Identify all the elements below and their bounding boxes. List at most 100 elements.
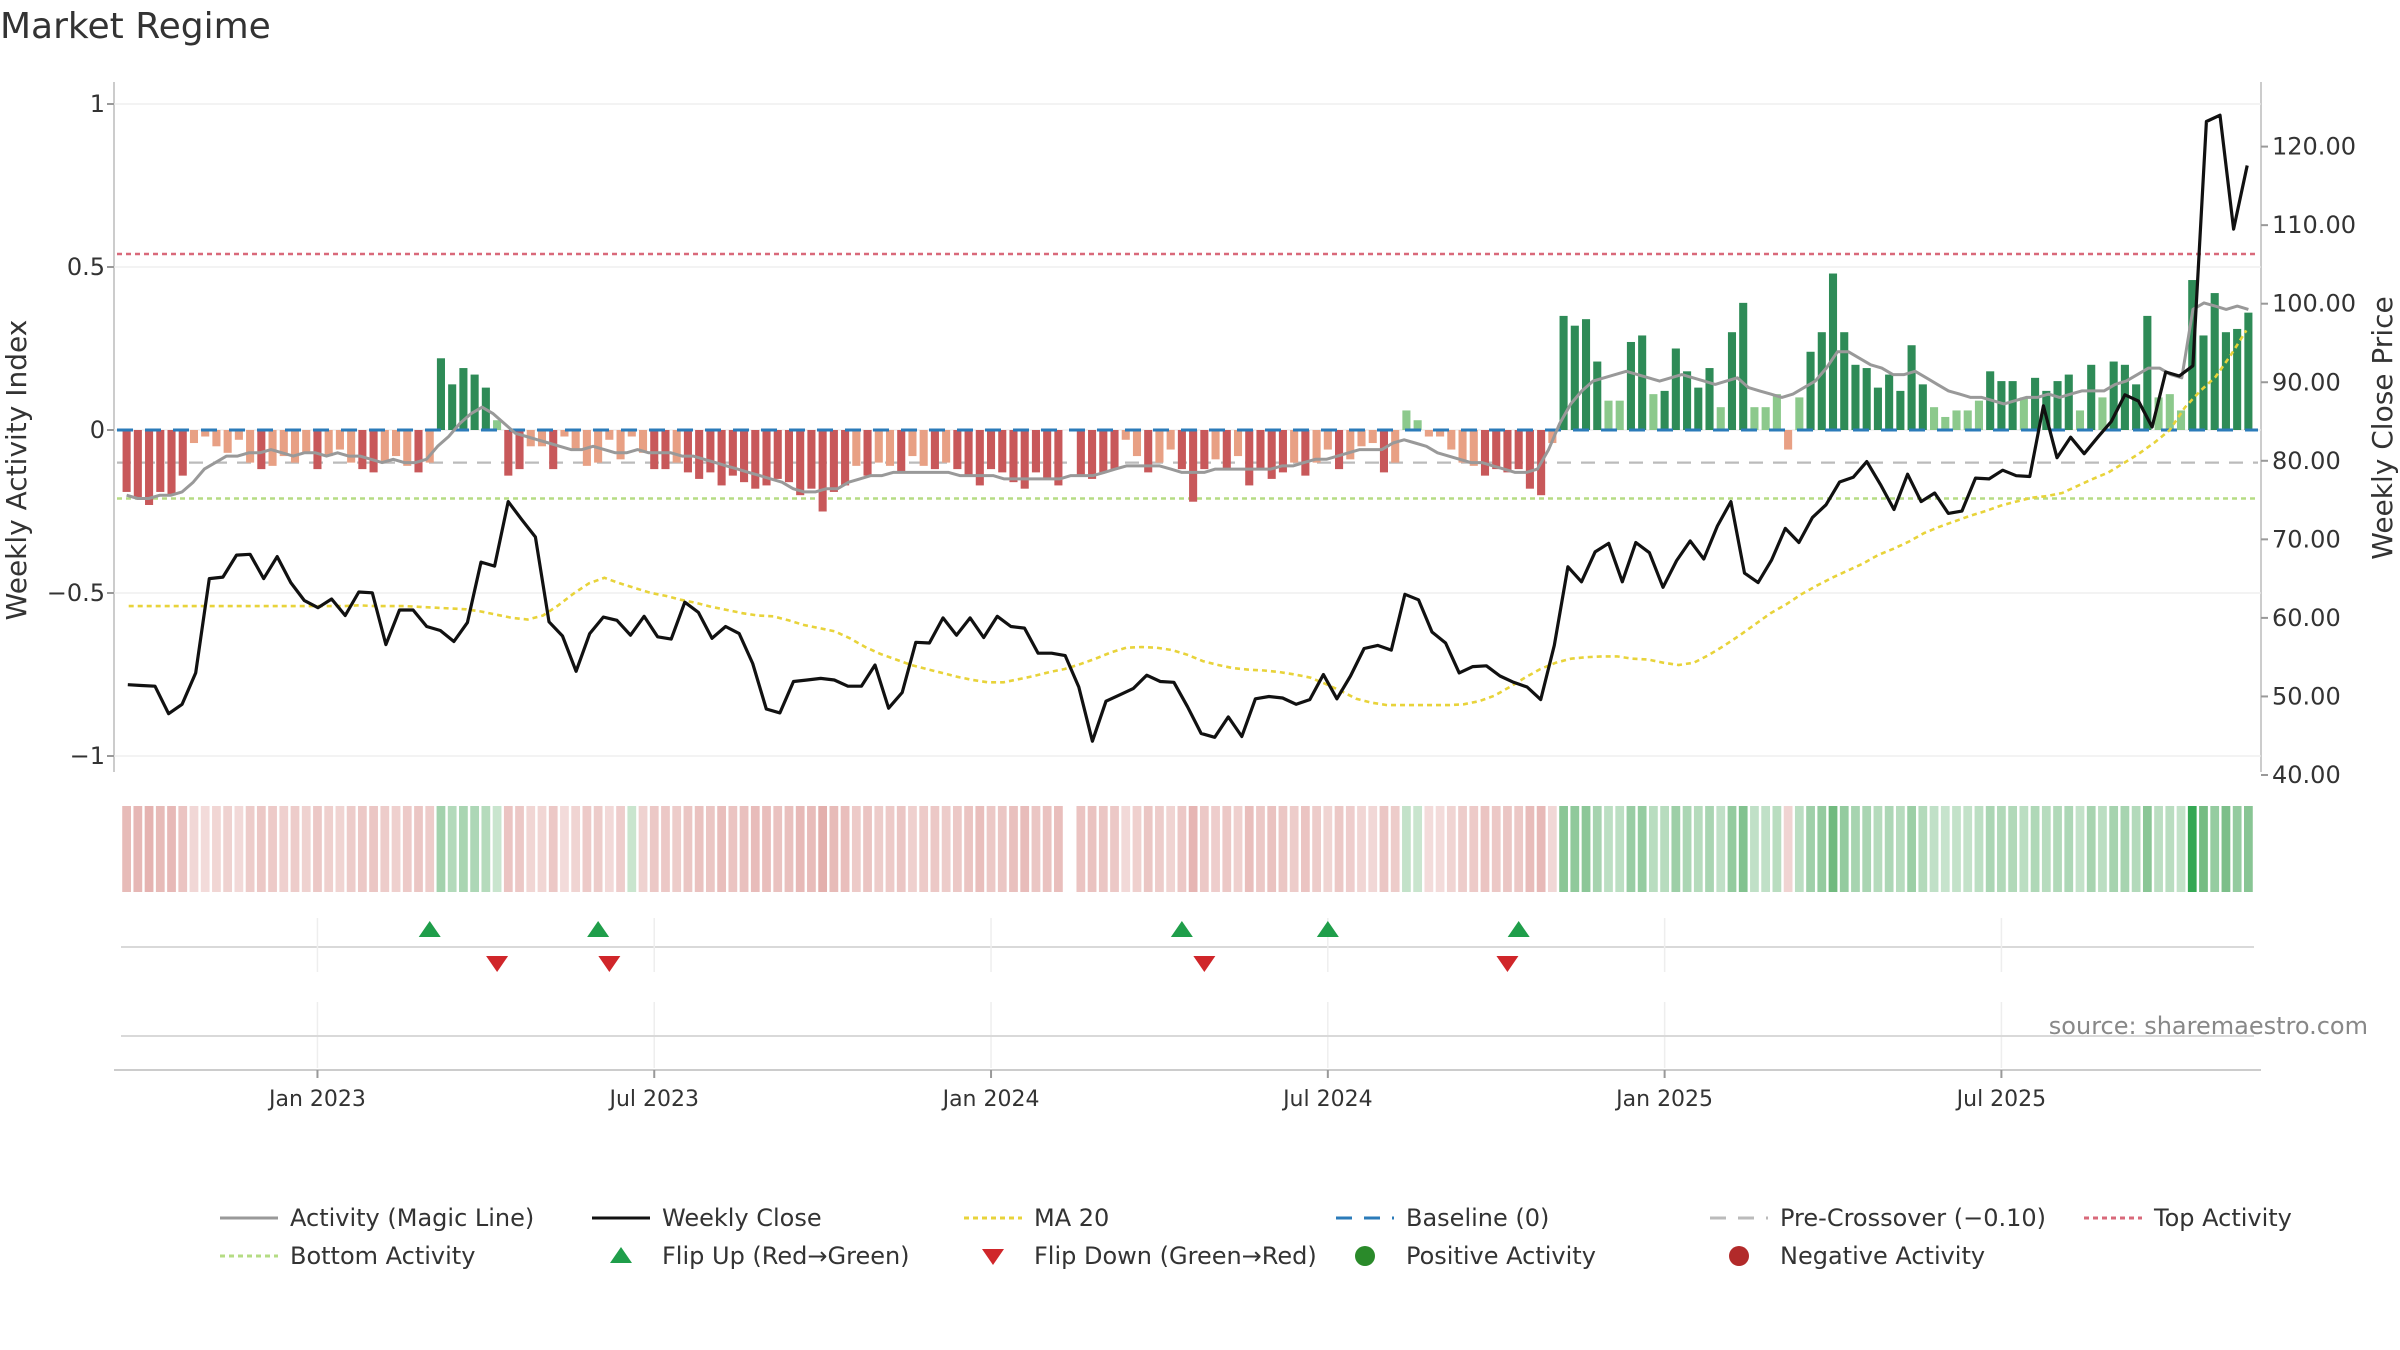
x-axis: Jan 2023 Jul 2023 Jan 2024 Jul 2024 Jan 2025… — [267, 1070, 2046, 1112]
x-tick-label: Jul 2023 — [607, 1087, 699, 1112]
regime-cell — [1503, 806, 1512, 892]
regime-cell — [1570, 806, 1580, 892]
regime-cell — [2142, 806, 2152, 892]
y-axis-right-label: Weekly Close Price — [2366, 296, 2399, 559]
activity-bar — [1941, 416, 1950, 430]
activity-bar — [246, 430, 255, 463]
activity-bar — [796, 430, 805, 496]
activity-bar — [841, 430, 850, 486]
regime-cell — [279, 806, 289, 892]
regime-cell — [346, 806, 356, 892]
activity-bar — [1851, 364, 1860, 430]
activity-bar — [1671, 348, 1680, 430]
regime-cell — [784, 806, 794, 892]
regime-cell — [2221, 806, 2231, 892]
activity-bar — [1873, 387, 1882, 430]
regime-cell — [414, 806, 423, 892]
regime-cell — [1110, 806, 1119, 892]
regime-cell — [1076, 806, 1086, 892]
activity-bar — [661, 430, 670, 470]
activity-bar — [1525, 430, 1534, 489]
activity-bar — [706, 430, 715, 473]
flip-down-marker — [1193, 956, 1216, 972]
regime-cell — [1143, 806, 1153, 892]
legend: Activity (Magic Line) Weekly Close MA 20 Ba… — [220, 1204, 2292, 1270]
regime-cell — [481, 806, 491, 892]
regime-cell — [1649, 806, 1658, 892]
activity-bar — [2008, 381, 2017, 430]
flip-up-marker — [587, 921, 610, 937]
activity-bar — [347, 430, 356, 463]
activity-bar — [470, 374, 479, 430]
activity-bar — [1088, 430, 1097, 479]
weekly-close-line — [127, 113, 2249, 743]
regime-cell — [1806, 806, 1815, 892]
legend-item: Bottom Activity — [220, 1242, 475, 1270]
regime-cell — [1357, 806, 1366, 892]
activity-bar — [167, 430, 176, 496]
activity-bar — [695, 430, 704, 479]
regime-cell — [1054, 806, 1063, 892]
legend-item: Flip Down (Green→Red) — [982, 1242, 1317, 1270]
regime-cell — [2120, 806, 2130, 892]
red-dot-icon — [1729, 1246, 1749, 1266]
regime-cell — [2030, 806, 2040, 892]
activity-bar — [133, 430, 142, 499]
activity-bar — [1817, 332, 1826, 430]
regime-cell — [1345, 806, 1355, 892]
regime-cell — [795, 806, 805, 892]
regime-cell — [975, 806, 985, 892]
activity-bar — [1593, 361, 1602, 430]
activity-bar — [863, 430, 872, 476]
regime-cell — [649, 806, 659, 892]
activity-bar — [1907, 345, 1916, 430]
regime-cell — [1997, 806, 2006, 892]
activity-bar — [1391, 430, 1400, 463]
activity-bar — [1570, 325, 1579, 430]
regime-cell — [672, 806, 682, 892]
activity-bar — [1503, 430, 1512, 473]
regime-cell — [1873, 806, 1883, 892]
regime-cell — [503, 806, 513, 892]
activity-bar — [257, 430, 266, 470]
regime-cell — [380, 806, 390, 892]
regime-cell — [1615, 806, 1625, 892]
regime-cell — [459, 806, 468, 892]
activity-bar — [571, 430, 580, 450]
activity-bar — [1683, 371, 1692, 430]
activity-bar — [1918, 384, 1927, 430]
activity-bar — [1840, 332, 1849, 430]
regime-cell — [1705, 806, 1714, 892]
legend-label: Flip Up (Red→Green) — [662, 1242, 910, 1270]
flip-down-marker — [598, 956, 621, 972]
legend-item: Activity (Magic Line) — [220, 1204, 534, 1232]
activity-bar — [1828, 273, 1838, 430]
regime-cell — [1132, 806, 1142, 892]
regime-cell — [155, 806, 165, 892]
regime-cell — [245, 806, 255, 892]
activity-bar — [313, 430, 322, 470]
activity-bar — [650, 430, 659, 470]
regime-strip — [122, 806, 2253, 892]
flip-panel — [121, 918, 2254, 972]
regime-cell — [885, 806, 895, 892]
regime-cell — [694, 806, 704, 892]
y-tick-label-right: 110.00 — [2272, 211, 2356, 239]
regime-cell — [1042, 806, 1052, 892]
regime-cell — [2109, 806, 2119, 892]
activity-bar — [1447, 430, 1456, 450]
activity-bar — [1750, 407, 1759, 430]
activity-bar — [369, 430, 378, 473]
regime-cell — [1413, 806, 1423, 892]
activity-bar — [212, 430, 221, 447]
regime-cell — [1862, 806, 1872, 892]
legend-label: MA 20 — [1034, 1204, 1109, 1232]
activity-bar — [1233, 430, 1243, 457]
activity-bar — [942, 430, 951, 463]
legend-label: Weekly Close — [662, 1204, 822, 1232]
regime-cell — [661, 806, 670, 892]
activity-bar — [1649, 394, 1658, 430]
activity-bar — [751, 430, 760, 489]
regime-cell — [178, 806, 188, 892]
activity-bar — [986, 430, 996, 470]
